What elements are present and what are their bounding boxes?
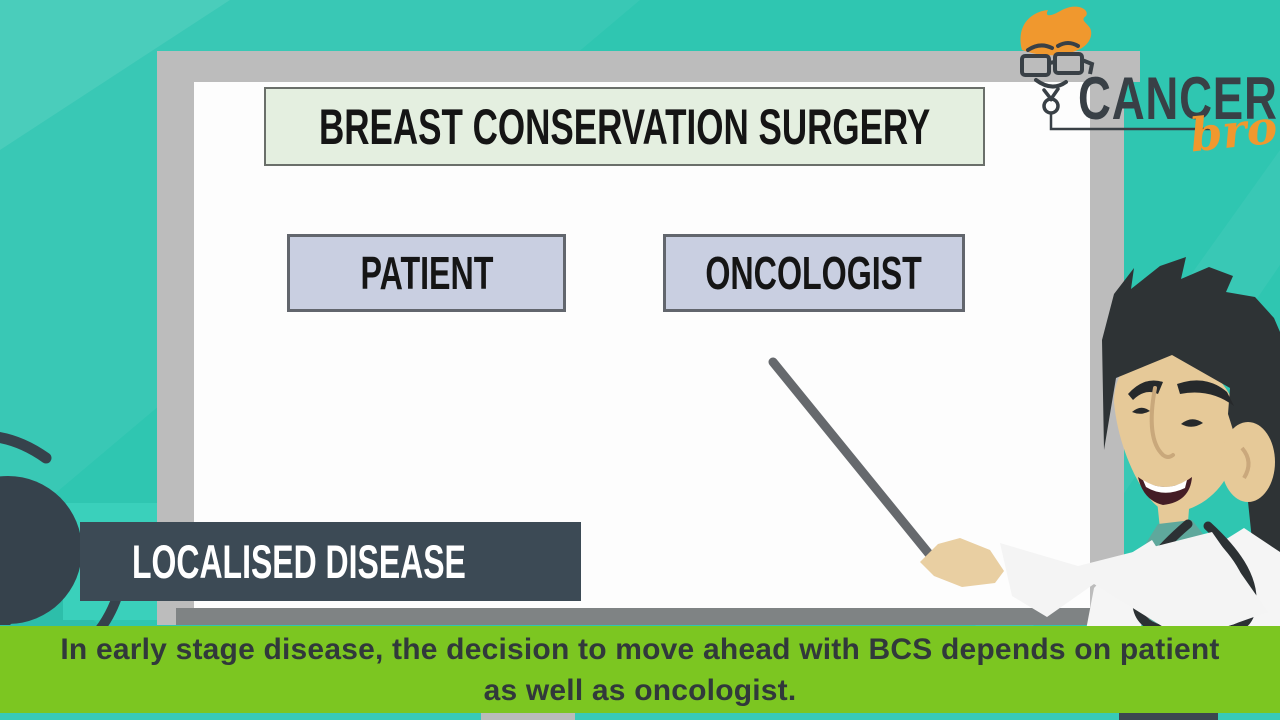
board-frame-top bbox=[157, 51, 1140, 82]
localised-disease-banner: LOCALISED DISEASE bbox=[80, 522, 581, 601]
mascot-glasses bbox=[1020, 52, 1095, 77]
patient-box: PATIENT bbox=[287, 234, 566, 312]
logo-sub-wordmark: bro bbox=[1187, 99, 1280, 163]
oncologist-label: ONCOLOGIST bbox=[705, 247, 923, 299]
logo-underline bbox=[1049, 114, 1213, 131]
bottom-strip-dark-block bbox=[1119, 713, 1218, 720]
pointer-stick bbox=[768, 357, 939, 565]
mascot-face-icon bbox=[1020, 6, 1213, 131]
oncologist-box: ONCOLOGIST bbox=[663, 234, 965, 312]
banner-label: LOCALISED DISEASE bbox=[132, 535, 466, 588]
logo-wordmark: CANCER bbox=[1078, 65, 1278, 132]
doctor-hand bbox=[920, 538, 1004, 587]
whiteboard bbox=[194, 82, 1090, 609]
bottom-strip-gray-block bbox=[481, 713, 575, 720]
doctor-arm-sleeve bbox=[1000, 532, 1268, 641]
doctor-character bbox=[768, 257, 1280, 641]
bottom-strip bbox=[0, 713, 1280, 720]
mascot-smile bbox=[1034, 78, 1068, 89]
caption-line-1: In early stage disease, the decision to … bbox=[60, 632, 1220, 666]
caption-bar: In early stage disease, the decision to … bbox=[0, 626, 1280, 713]
board-title: BREAST CONSERVATION SURGERY bbox=[318, 98, 931, 155]
title-box: BREAST CONSERVATION SURGERY bbox=[264, 87, 985, 166]
caption-line-2: as well as oncologist. bbox=[483, 673, 797, 707]
patient-label: PATIENT bbox=[360, 247, 493, 299]
board-frame-bottom bbox=[176, 608, 1280, 625]
doctor-hair bbox=[1102, 257, 1280, 555]
